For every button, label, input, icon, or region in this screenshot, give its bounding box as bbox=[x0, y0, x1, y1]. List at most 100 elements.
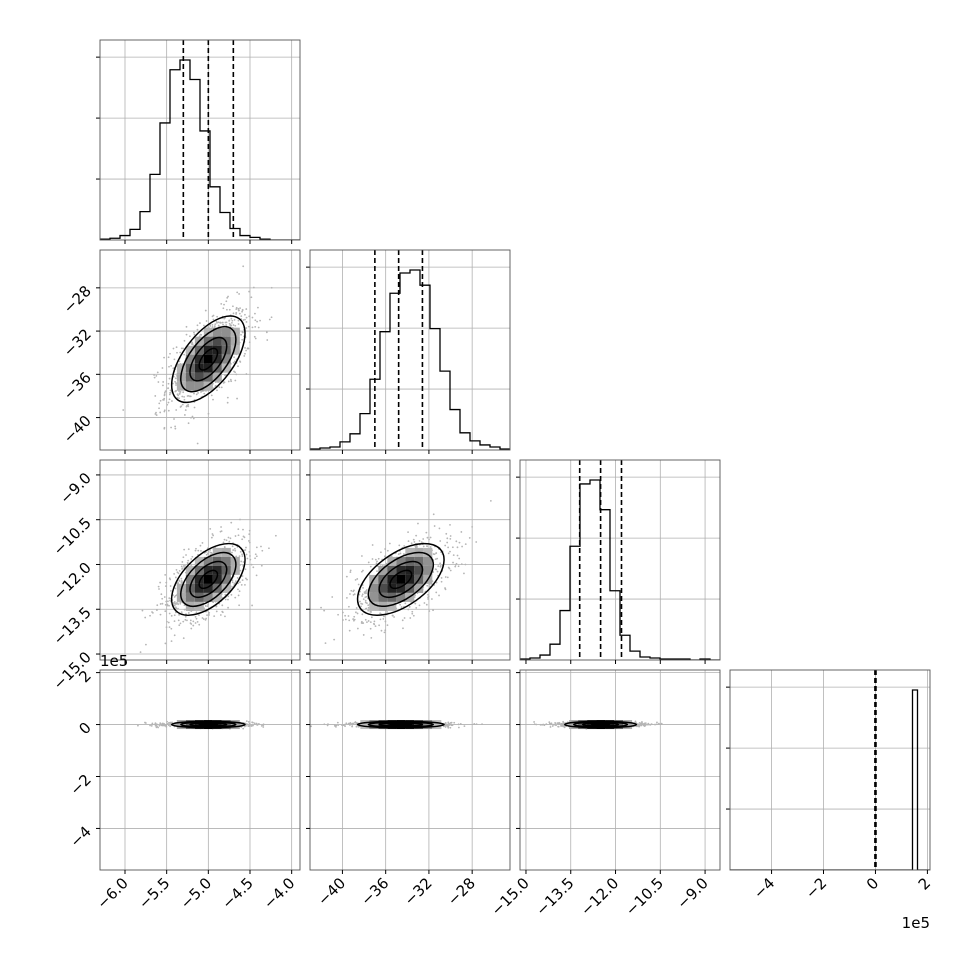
sample-point bbox=[248, 533, 251, 536]
sample-point bbox=[337, 613, 339, 616]
sample-point bbox=[192, 620, 195, 623]
sample-point bbox=[173, 596, 176, 598]
sample-point bbox=[155, 414, 158, 416]
contour-line bbox=[367, 551, 434, 608]
panel-0-0 bbox=[96, 39, 301, 244]
sample-point bbox=[209, 527, 212, 530]
sample-point bbox=[180, 577, 183, 580]
sample-point bbox=[370, 616, 373, 619]
sample-point bbox=[427, 598, 429, 600]
sample-point bbox=[323, 609, 326, 612]
sample-point bbox=[333, 638, 336, 641]
sample-point bbox=[180, 611, 183, 614]
density-cell bbox=[203, 574, 213, 584]
sample-point bbox=[254, 557, 256, 560]
sample-point bbox=[380, 629, 383, 632]
sample-point bbox=[181, 567, 184, 570]
sample-point bbox=[464, 543, 467, 546]
sample-point bbox=[230, 317, 233, 320]
sample-point bbox=[182, 620, 185, 623]
sample-point bbox=[342, 611, 344, 614]
sample-point bbox=[169, 578, 172, 581]
sample-point bbox=[344, 614, 347, 617]
sample-point bbox=[156, 723, 158, 726]
sample-point bbox=[154, 413, 157, 415]
sample-point bbox=[252, 286, 255, 289]
sample-point bbox=[453, 721, 456, 724]
sample-point bbox=[427, 595, 430, 598]
sample-point bbox=[173, 614, 176, 617]
sample-point bbox=[369, 610, 372, 613]
sample-point bbox=[173, 358, 176, 361]
sample-point bbox=[164, 573, 167, 576]
sample-point bbox=[173, 604, 176, 607]
sample-point bbox=[268, 318, 271, 321]
sample-point bbox=[157, 585, 160, 588]
histogram-line bbox=[310, 269, 510, 450]
sample-point bbox=[386, 549, 389, 552]
sample-point bbox=[425, 531, 428, 534]
sample-point bbox=[224, 593, 227, 596]
sample-point bbox=[211, 533, 214, 535]
sample-point bbox=[237, 528, 240, 531]
sample-point bbox=[365, 589, 368, 591]
sample-point bbox=[248, 550, 251, 553]
sample-point bbox=[159, 581, 162, 584]
sample-point bbox=[370, 636, 373, 639]
sample-point bbox=[455, 540, 458, 543]
sample-point bbox=[248, 529, 251, 532]
sample-point bbox=[151, 723, 154, 726]
density-cell bbox=[185, 592, 195, 602]
sample-point bbox=[243, 355, 246, 357]
sample-point bbox=[352, 618, 355, 620]
density-cell bbox=[212, 327, 222, 337]
density-cell bbox=[396, 565, 406, 575]
grid bbox=[100, 40, 300, 240]
sample-point bbox=[207, 326, 210, 329]
sample-point bbox=[415, 606, 418, 609]
sample-point bbox=[173, 602, 175, 605]
density-cell bbox=[414, 720, 424, 730]
sample-point bbox=[247, 347, 250, 350]
sample-point bbox=[356, 612, 359, 615]
sample-point bbox=[375, 562, 378, 565]
sample-point bbox=[173, 573, 176, 575]
sample-point bbox=[227, 598, 229, 601]
sample-point bbox=[449, 523, 451, 526]
sample-point bbox=[255, 555, 258, 558]
sample-point bbox=[186, 619, 188, 622]
sample-point bbox=[231, 579, 234, 582]
density-grid bbox=[360, 720, 442, 730]
panel-2-2 bbox=[516, 459, 721, 664]
sample-point bbox=[178, 392, 181, 395]
sample-point bbox=[239, 307, 241, 310]
density-cell bbox=[185, 354, 195, 364]
sample-point bbox=[224, 321, 227, 324]
sample-point bbox=[452, 554, 455, 557]
sample-point bbox=[256, 724, 259, 726]
sample-point bbox=[158, 407, 160, 410]
density-cell bbox=[387, 720, 397, 730]
sample-point bbox=[449, 722, 452, 724]
density-cell bbox=[221, 574, 231, 584]
sample-point bbox=[242, 331, 244, 334]
sample-point bbox=[235, 555, 238, 558]
density-cell bbox=[203, 720, 213, 730]
sample-point bbox=[437, 565, 440, 568]
sample-point bbox=[171, 721, 173, 724]
sample-point bbox=[219, 614, 222, 616]
sample-point bbox=[386, 611, 388, 613]
sample-point bbox=[175, 384, 177, 386]
sample-point bbox=[439, 562, 442, 565]
sample-point bbox=[237, 588, 239, 591]
sample-point bbox=[203, 392, 206, 395]
sample-point bbox=[344, 725, 346, 728]
sample-point bbox=[156, 604, 159, 607]
density-cell bbox=[185, 574, 195, 584]
panel-3-2 bbox=[516, 669, 721, 874]
sample-point bbox=[166, 620, 168, 623]
sample-point bbox=[447, 552, 450, 555]
sample-point bbox=[158, 402, 161, 405]
sample-point bbox=[163, 356, 165, 359]
sample-point bbox=[248, 722, 251, 725]
